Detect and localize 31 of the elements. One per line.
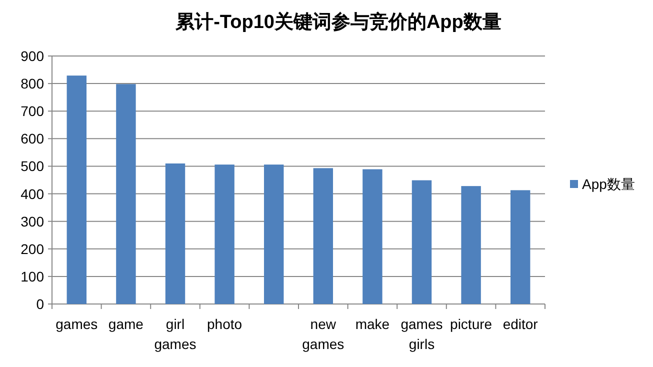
y-tick-label: 100 [20, 268, 44, 284]
y-tick-label: 500 [20, 158, 44, 174]
bar [264, 164, 284, 304]
x-tick-label: photo [207, 316, 242, 332]
y-tick-label: 300 [20, 213, 44, 230]
y-tick-label: 900 [20, 48, 44, 64]
x-tick-label: picture [450, 316, 492, 332]
y-tick-label: 0 [36, 296, 44, 312]
x-tick-label: games girls [400, 316, 443, 352]
legend-label: App数量 [582, 176, 635, 192]
y-tick-label: 600 [20, 130, 44, 147]
x-tick-label: editor [502, 316, 538, 332]
chart-title: 累计-Top10关键词参与竞价的App数量 [174, 11, 502, 33]
bar [412, 180, 432, 304]
bar [165, 163, 186, 304]
bar [362, 169, 382, 304]
x-tick-label: game [108, 316, 144, 332]
bar [66, 76, 87, 304]
bar [116, 84, 136, 304]
bar [510, 190, 530, 304]
x-tick-label: make [355, 316, 390, 332]
x-tick-label: new games [302, 316, 344, 352]
bar [461, 186, 481, 304]
bar [214, 164, 234, 304]
y-tick-label: 700 [20, 103, 44, 120]
x-tick-label: games [56, 316, 98, 332]
y-tick-label: 200 [20, 240, 44, 257]
x-tick-label: girl games [154, 316, 196, 352]
y-tick-label: 800 [20, 76, 44, 92]
bar [313, 168, 334, 304]
y-tick-label: 400 [20, 186, 44, 202]
